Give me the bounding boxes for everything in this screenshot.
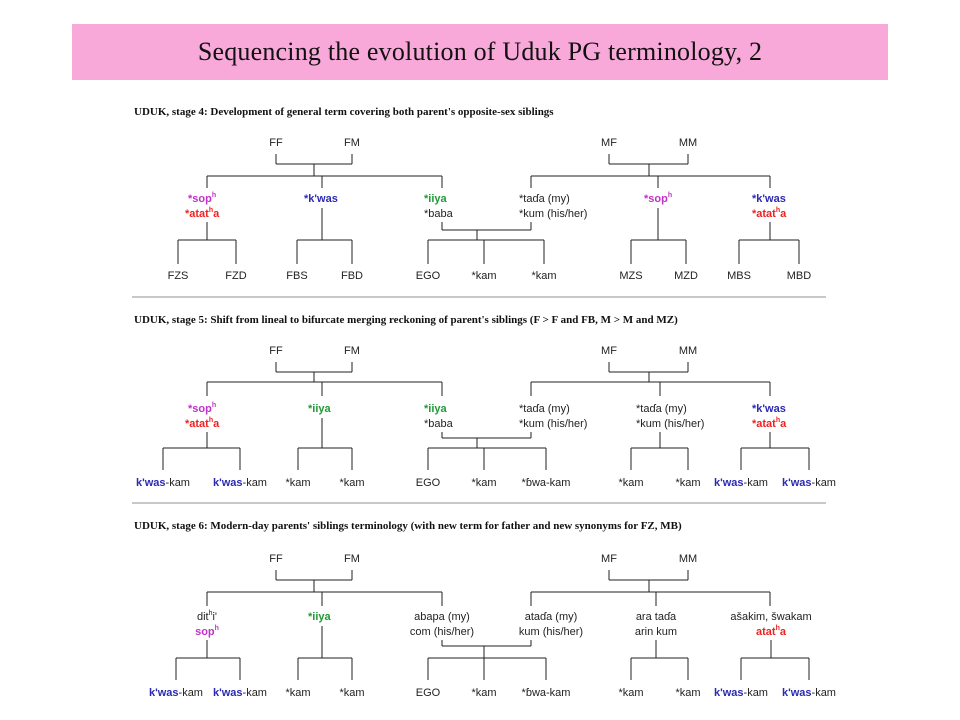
leaf: *kam <box>285 477 310 489</box>
stage-5-node-m-term1: *taɗa (my) <box>519 403 570 415</box>
stage-4-node-f-term1: *iiya <box>424 193 448 205</box>
stage-5-node-f-term1: *iiya <box>424 403 448 415</box>
stage-5-node-mz-term2: *kum (his/her) <box>636 418 704 430</box>
stage-6-node-fz-term2: soph <box>195 625 219 638</box>
root-mf: MF <box>601 137 617 149</box>
stage-5-node-m-term2: *kum (his/her) <box>519 418 587 430</box>
root-mm: MM <box>679 137 697 149</box>
leaf-ego: EGO <box>416 477 441 489</box>
stage-6-node-m-term1: ataɗa (my) <box>525 611 578 623</box>
leaf: MBS <box>727 270 751 282</box>
leaf: MZD <box>674 270 698 282</box>
leaf: FBS <box>286 270 307 282</box>
stage-6-node-f-term2: com (his/her) <box>410 626 474 638</box>
leaf: *kam <box>675 687 700 699</box>
root-fm: FM <box>344 137 360 149</box>
leaf-ego: EGO <box>416 270 441 282</box>
root-mm: MM <box>679 345 697 357</box>
stage-4-heading: UDUK, stage 4: Development of general te… <box>134 106 554 118</box>
stage-6-node-mb-term2: atatha <box>756 625 787 638</box>
leaf-kwas-kam: k'was-kam <box>714 477 768 489</box>
leaf: *ɓwa-kam <box>522 477 571 489</box>
stage-4-node-f-term2: *baba <box>424 208 454 220</box>
stage-5-node-f-term2: *baba <box>424 418 454 430</box>
stage-6-kinship-tree: FF FM MF MM dithi' soph *iiya abapa (my)… <box>149 553 836 699</box>
leaf: MZS <box>619 270 642 282</box>
stage-5-heading: UDUK, stage 5: Shift from lineal to bifu… <box>134 314 678 326</box>
leaf: *kam <box>471 687 496 699</box>
leaf-ego: EGO <box>416 687 441 699</box>
slide-title-bar: Sequencing the evolution of Uduk PG term… <box>72 24 888 80</box>
leaf: *kam <box>339 687 364 699</box>
stage-5-node-fz-term1: *soph <box>188 402 216 415</box>
stage-4-node-fz-term1: *soph <box>188 192 216 205</box>
stage-5-node-mz-term1: *taɗa (my) <box>636 403 687 415</box>
stage-6-node-fb-term: *iiya <box>308 611 332 623</box>
stage-6-node-fz-term1: dithi' <box>197 610 217 623</box>
leaf: *kam <box>618 477 643 489</box>
leaf: *kam <box>531 270 556 282</box>
stage-4-node-mb-term2: *atatha <box>752 207 787 220</box>
leaf-kwas-kam: k'was-kam <box>213 687 267 699</box>
stage-6-heading: UDUK, stage 6: Modern-day parents' sibli… <box>134 520 682 532</box>
leaf-kwas-kam: k'was-kam <box>213 477 267 489</box>
leaf: FZS <box>168 270 189 282</box>
leaf-kwas-kam: k'was-kam <box>782 477 836 489</box>
stage-6-node-mb-term1: ašakim, šwakam <box>730 611 811 623</box>
root-fm: FM <box>344 553 360 565</box>
stage-6-node-m-term2: kum (his/her) <box>519 626 583 638</box>
stage-5-node-fb-term: *iiya <box>308 403 332 415</box>
stage-4-node-m-term2: *kum (his/her) <box>519 208 587 220</box>
leaf-kwas-kam: k'was-kam <box>136 477 190 489</box>
stage-5-node-mb-term2: *atatha <box>752 417 787 430</box>
stage-4-node-fb-term: *k'was <box>304 193 338 205</box>
stage-4-node-fz-term2: *atatha <box>185 207 220 220</box>
leaf-kwas-kam: k'was-kam <box>714 687 768 699</box>
leaf: *kam <box>285 687 310 699</box>
stage-5-node-mb-term1: *k'was <box>752 403 786 415</box>
leaf: *kam <box>471 270 496 282</box>
slide-title: Sequencing the evolution of Uduk PG term… <box>197 37 763 66</box>
stage-6-node-mz-term1: ara taɗa <box>636 611 677 623</box>
leaf: *kam <box>618 687 643 699</box>
leaf: *kam <box>675 477 700 489</box>
root-ff: FF <box>269 553 283 565</box>
leaf: *ɓwa-kam <box>522 687 571 699</box>
stage-4-kinship-tree: FF FM MF MM *soph *atatha *k'was *iiya *… <box>168 137 812 282</box>
leaf: FZD <box>225 270 246 282</box>
leaf: FBD <box>341 270 363 282</box>
stage-5-kinship-tree: FF FM MF MM *soph *atatha *iiya *iiya *b… <box>136 345 836 489</box>
stage-4-node-mb-term1: *k'was <box>752 193 786 205</box>
stage-6-node-f-term1: abapa (my) <box>414 611 470 623</box>
stage-6-node-mz-term2: arin kum <box>635 626 677 638</box>
root-ff: FF <box>269 137 283 149</box>
stage-5-node-fz-term2: *atatha <box>185 417 220 430</box>
leaf-kwas-kam: k'was-kam <box>782 687 836 699</box>
root-mm: MM <box>679 553 697 565</box>
root-ff: FF <box>269 345 283 357</box>
leaf-kwas-kam: k'was-kam <box>149 687 203 699</box>
root-mf: MF <box>601 553 617 565</box>
root-mf: MF <box>601 345 617 357</box>
leaf: *kam <box>471 477 496 489</box>
divider <box>132 502 826 504</box>
leaf: *kam <box>339 477 364 489</box>
stage-4-node-m-term1: *taɗa (my) <box>519 193 570 205</box>
leaf: MBD <box>787 270 812 282</box>
stage-4-node-mz-term: *soph <box>644 192 672 205</box>
root-fm: FM <box>344 345 360 357</box>
divider <box>132 296 826 298</box>
